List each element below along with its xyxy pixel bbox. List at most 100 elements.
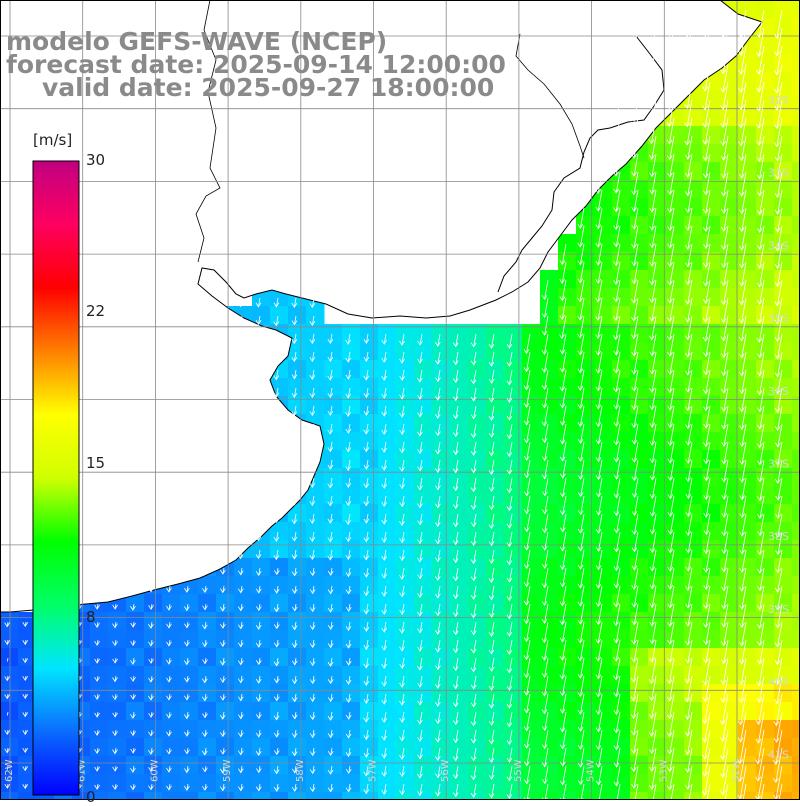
- wind-arrow: [595, 765, 603, 786]
- wind-arrow: [774, 207, 783, 233]
- wind-arrow: [470, 513, 477, 528]
- wind-arrow: [291, 513, 298, 525]
- wind-arrow: [688, 783, 693, 800]
- wind-arrow: [417, 675, 423, 688]
- wind-arrow: [541, 639, 549, 661]
- wind-arrow: [488, 513, 495, 530]
- wind-arrow: [309, 495, 316, 507]
- wind-arrow: [363, 747, 370, 758]
- wind-arrow: [541, 603, 549, 624]
- wind-arrow: [255, 369, 262, 380]
- wind-arrow: [345, 783, 352, 793]
- wind-arrow: [738, 621, 747, 647]
- wind-arrow: [773, 729, 783, 765]
- wind-arrow: [721, 603, 729, 628]
- colorbar-tick-8: 8: [86, 608, 96, 626]
- wind-arrow: [506, 369, 513, 386]
- wind-arrow: [738, 297, 747, 324]
- wind-arrow: [22, 675, 29, 682]
- wind-arrow: [595, 243, 603, 266]
- wind-arrow: [613, 639, 621, 662]
- wind-arrow: [774, 567, 783, 593]
- wind-arrow: [309, 549, 316, 561]
- wind-arrow: [488, 729, 495, 745]
- wind-arrow: [631, 711, 639, 736]
- wind-arrow: [256, 603, 262, 612]
- wind-arrow: [684, 693, 693, 721]
- wind-arrow: [685, 423, 693, 446]
- wind-arrow: [219, 369, 226, 380]
- wind-arrow: [649, 405, 657, 428]
- wind-arrow: [202, 585, 208, 593]
- wind-arrow: [183, 711, 190, 720]
- wind-arrow: [452, 459, 459, 474]
- wind-arrow: [756, 261, 765, 288]
- wind-arrow: [631, 261, 639, 285]
- wind-arrow: [721, 441, 729, 465]
- wind-arrow: [148, 693, 154, 701]
- wind-arrow: [631, 243, 639, 267]
- wind-arrow: [541, 747, 549, 768]
- wind-arrow: [774, 135, 783, 162]
- wind-arrow: [595, 459, 603, 481]
- wind-arrow: [435, 765, 441, 779]
- wind-arrow: [684, 315, 693, 341]
- wind-arrow: [470, 423, 477, 439]
- wind-arrow: [219, 477, 226, 488]
- wind-arrow: [256, 657, 262, 666]
- wind-arrow: [345, 657, 352, 666]
- wind-arrow: [327, 639, 334, 649]
- wind-arrow: [774, 81, 783, 111]
- wind-arrow: [738, 171, 747, 197]
- wind-arrow: [667, 225, 675, 249]
- wind-arrow: [327, 387, 334, 399]
- wind-arrow: [559, 477, 567, 498]
- title-valid-date: valid date: 2025-09-27 18:00:00: [42, 73, 495, 102]
- wind-arrow: [363, 729, 370, 741]
- wind-arrow: [273, 315, 280, 327]
- wind-arrow: [488, 351, 495, 367]
- wind-arrow: [381, 351, 388, 363]
- wind-arrow: [774, 171, 783, 198]
- wind-arrow: [291, 639, 298, 649]
- wind-arrow: [523, 459, 531, 479]
- wind-arrow: [649, 495, 657, 517]
- wind-arrow: [577, 441, 585, 462]
- wind-arrow: [488, 621, 495, 638]
- wind-arrow: [595, 495, 603, 516]
- wind-arrow: [684, 27, 693, 55]
- wind-arrow: [559, 747, 567, 767]
- wind-arrow: [756, 27, 765, 58]
- wind-arrow: [719, 729, 729, 761]
- wind-arrow: [631, 441, 639, 463]
- wind-arrow: [327, 441, 334, 453]
- wind-arrow: [255, 531, 262, 542]
- wind-arrow: [255, 495, 262, 506]
- wind-arrow: [756, 387, 765, 413]
- wind-arrow: [6, 711, 9, 716]
- wind-arrow: [649, 153, 657, 178]
- wind-arrow: [737, 693, 747, 726]
- wind-arrow: [470, 765, 477, 781]
- lat-label-41s: 41S: [768, 748, 789, 761]
- wind-arrow: [488, 423, 495, 438]
- wind-arrow: [94, 603, 100, 610]
- wind-arrow: [577, 693, 585, 715]
- wind-arrow: [774, 603, 783, 629]
- wind-arrow: [452, 513, 459, 528]
- wind-arrow: [363, 513, 370, 524]
- wind-arrow: [541, 279, 549, 301]
- wind-arrow: [670, 783, 675, 800]
- wind-arrow: [237, 513, 244, 524]
- wind-arrow: [523, 747, 531, 767]
- wind-arrow: [417, 495, 423, 509]
- wind-arrow: [757, 477, 765, 502]
- wind-arrow: [577, 459, 585, 480]
- wind-arrow: [255, 387, 262, 398]
- wind-arrow: [506, 603, 513, 620]
- wind-arrow: [595, 441, 603, 463]
- wind-arrow: [219, 783, 226, 792]
- lon-label-55w: 55W: [513, 759, 524, 782]
- wind-arrow: [255, 549, 262, 560]
- wind-arrow: [613, 459, 621, 480]
